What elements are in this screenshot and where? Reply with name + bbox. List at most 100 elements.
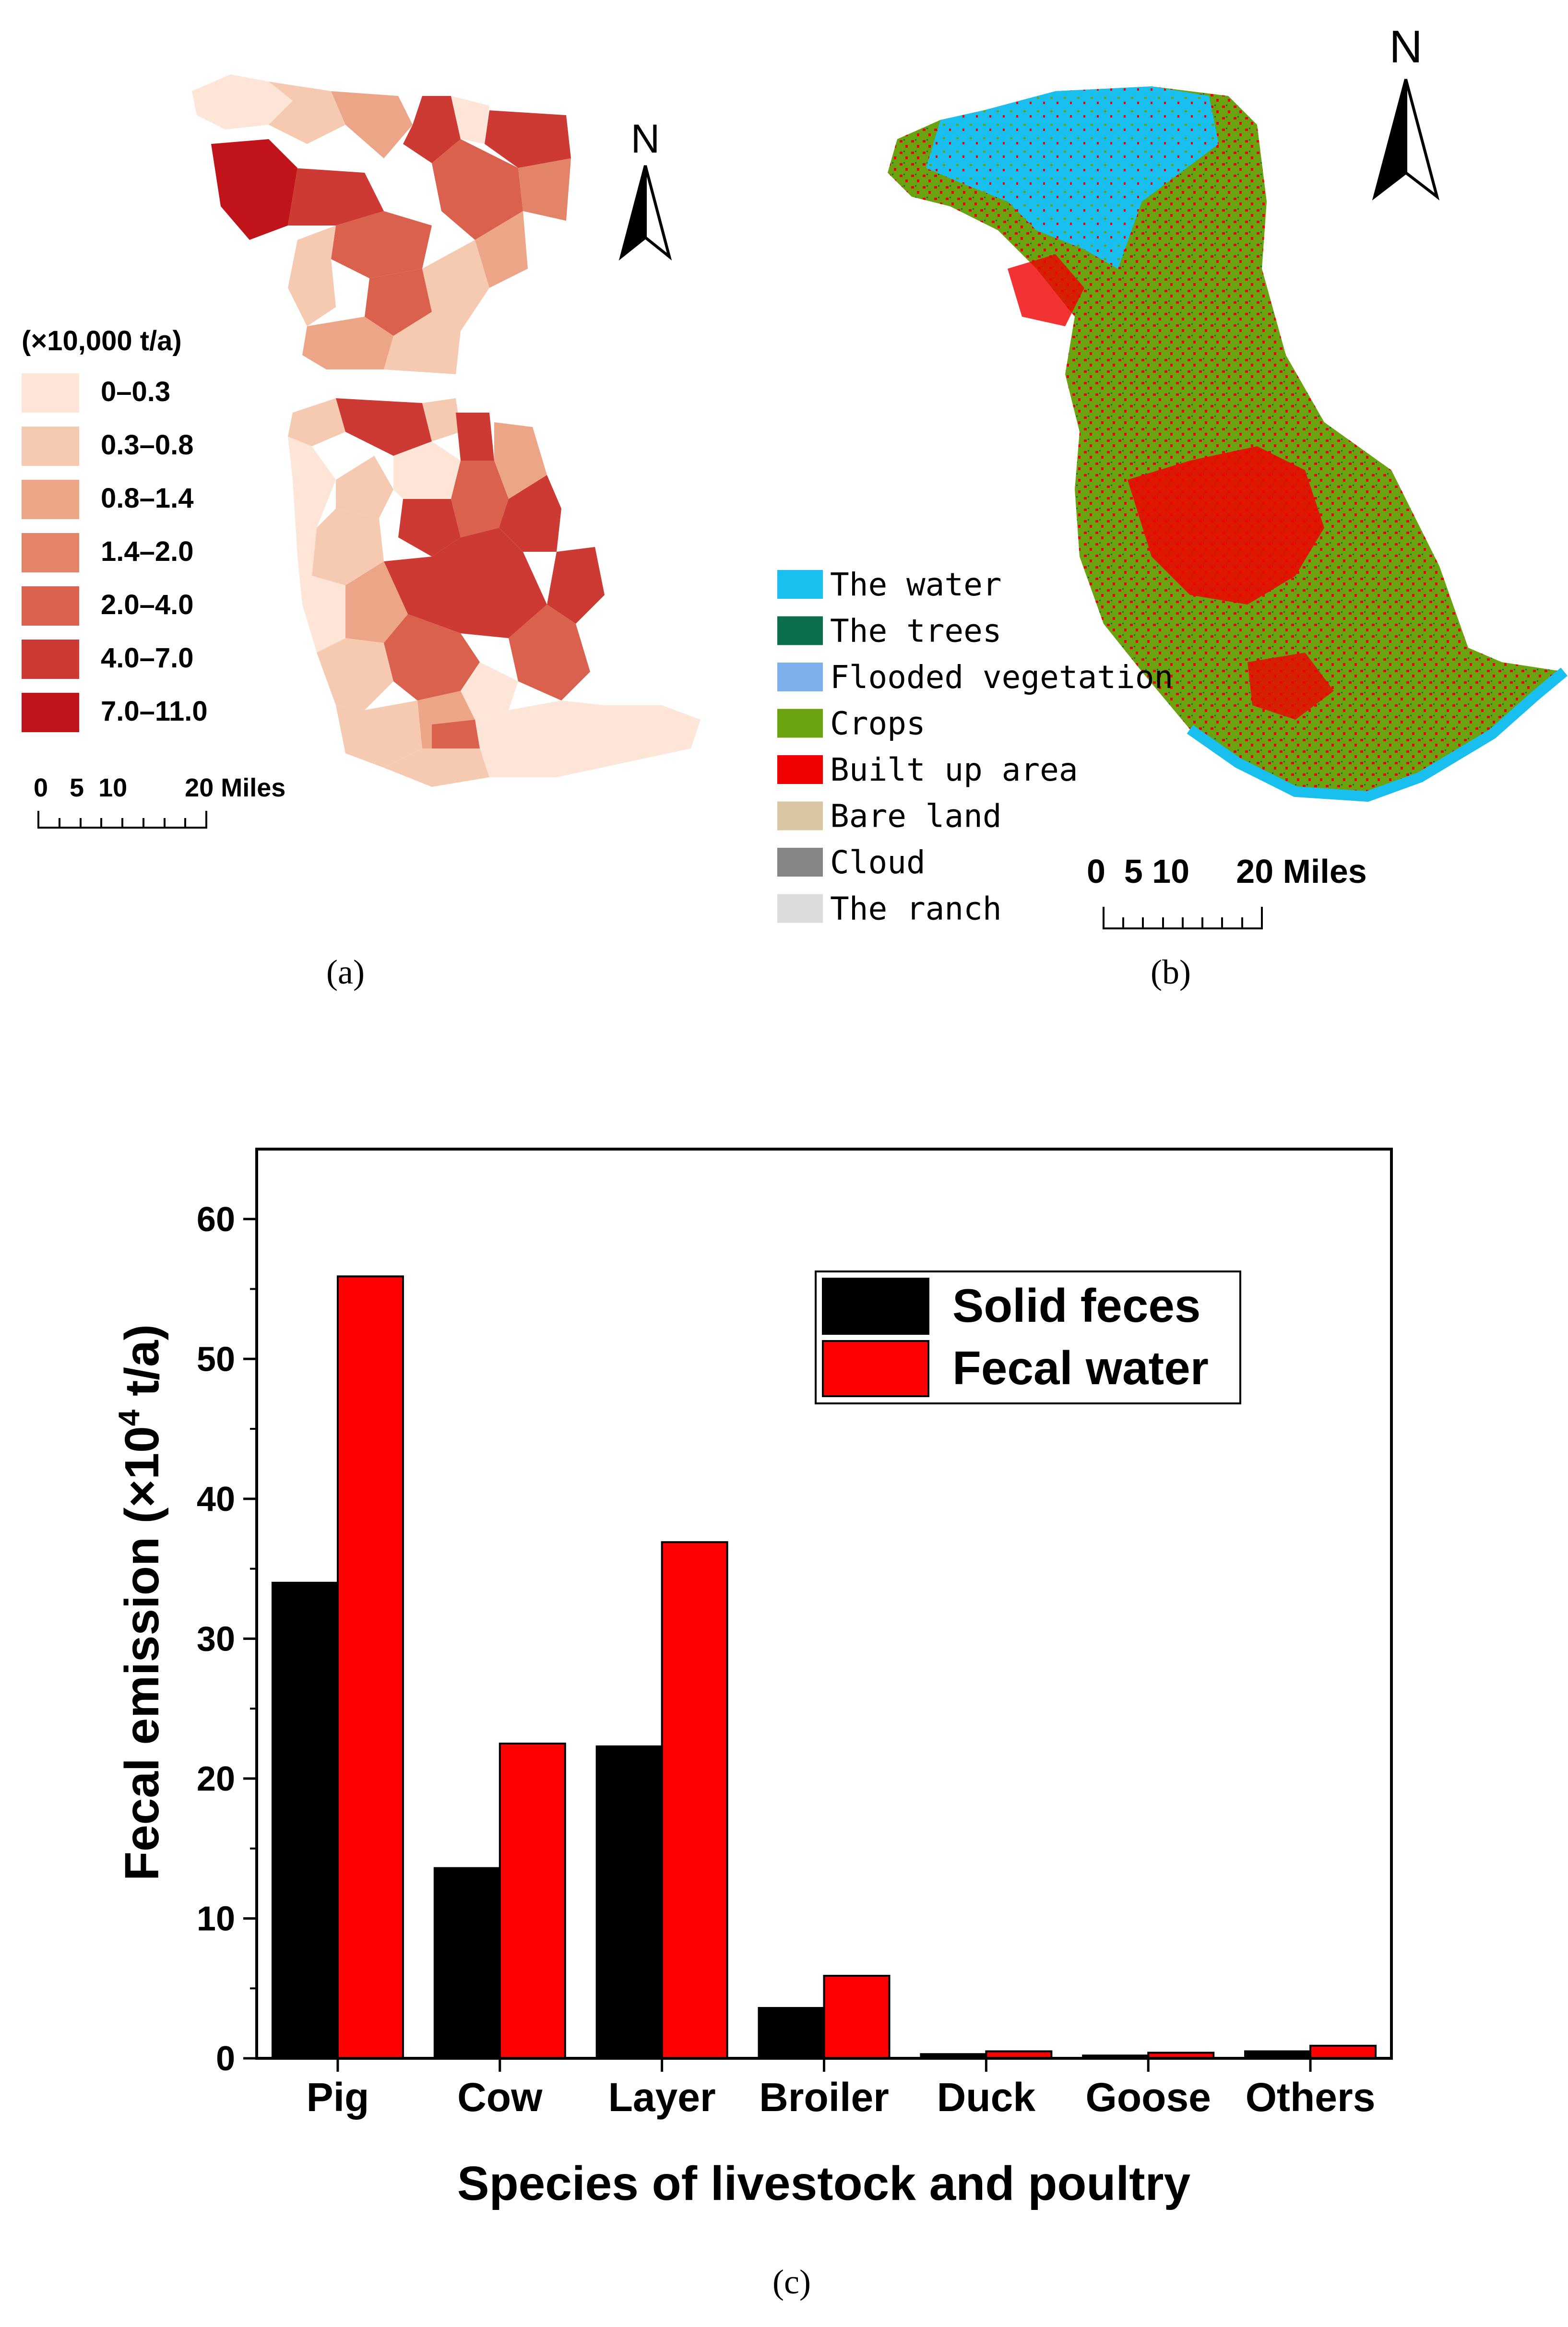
legend-a-swatch-6 <box>22 693 79 732</box>
map-a-region-center-6 <box>384 312 461 374</box>
map-a-region-c-3 <box>451 461 509 537</box>
bar-solid-feces-layer <box>595 1745 663 2059</box>
bar-fecal-water-pig <box>336 1275 404 2059</box>
legend-a-swatch-2 <box>22 480 79 519</box>
legend-a-title: (×10,000 t/a) <box>22 325 182 356</box>
legend-b-swatch-crops <box>777 709 823 738</box>
x-axis-title: Species of livestock and poultry <box>457 2157 1191 2210</box>
map-a-region-s-4 <box>345 561 408 643</box>
map-a-region-north-1 <box>269 82 345 144</box>
map-a-region-w-2 <box>336 456 393 518</box>
map-a-region-s-3 <box>297 528 345 653</box>
map-a-region-s-8 <box>461 662 518 720</box>
y-axis-title-sup: 4 <box>113 1409 146 1426</box>
map-a-region-mid-5 <box>494 422 547 499</box>
legend-a-swatch-0 <box>22 373 79 413</box>
map-a-region-mid-2 <box>336 398 432 456</box>
map-a-region-e-2 <box>547 547 605 624</box>
y-axis: 0 10 20 30 40 50 60 <box>197 1200 257 2078</box>
map-b-built-south <box>1128 446 1324 605</box>
scale-bar-b: 0 5 10 20 Miles <box>1087 853 1367 929</box>
map-a-region-ne-3 <box>518 158 571 221</box>
bar-solid-feces-cow <box>433 1867 501 2060</box>
map-a-region-north-2 <box>288 168 384 226</box>
y-tick-label-40: 40 <box>197 1480 235 1519</box>
map-a-regions <box>192 74 701 787</box>
legend-a-swatch-1 <box>22 427 79 466</box>
x-tick-label-goose: Goose <box>1086 2075 1211 2120</box>
map-a-region-center-5 <box>302 317 393 369</box>
north-label-b: N <box>1389 21 1422 72</box>
legend-a-label-4: 2.0–4.0 <box>101 589 194 620</box>
map-a-region-center-3 <box>365 269 432 336</box>
scale-label-a: 0 5 10 20 Miles <box>34 773 285 802</box>
legend-b-label-the-ranch: The ranch <box>830 890 1002 927</box>
x-tick-label-others: Others <box>1246 2075 1376 2120</box>
map-a-region-e-1 <box>499 475 561 552</box>
map-a-region-north-3 <box>331 91 413 158</box>
legend-a-swatch-4 <box>22 586 79 626</box>
map-b-built-center <box>1008 254 1084 326</box>
scale-label-b: 0 5 10 20 Miles <box>1087 853 1367 890</box>
legend-b-swatch-flooded-vegetation <box>777 663 823 691</box>
map-a-region-nw-cream <box>192 74 293 130</box>
chart-c: 0 10 20 30 40 50 60 Pig Cow Layer Broiler Duck Goos… <box>113 1148 1393 2210</box>
map-a-region-nw-dark <box>211 139 297 240</box>
bar-fecal-water-cow <box>499 1743 566 2060</box>
bar-fecal-water-layer <box>661 1541 728 2060</box>
map-a-region-mid-4 <box>456 413 494 461</box>
legend-b-label-the-water: The water <box>830 566 1002 603</box>
legend-swatch-fecal-water <box>822 1340 929 1397</box>
legend-b-swatch-cloud <box>777 848 823 877</box>
bar-solid-feces-broiler <box>758 2007 825 2060</box>
x-tick-label-layer: Layer <box>608 2075 716 2120</box>
bar-fecal-water-others <box>1309 2044 1377 2060</box>
scale-bar-a: 0 5 10 20 Miles <box>34 773 285 829</box>
legend-b-swatch-bare-land <box>777 801 823 831</box>
map-a-region-ne-2 <box>432 139 523 240</box>
y-axis-title-end: t/a) <box>115 1324 169 1410</box>
chart-bars <box>271 1275 1377 2060</box>
map-a-region-c-2 <box>398 499 461 557</box>
x-tick-label-cow: Cow <box>457 2075 543 2120</box>
north-arrow-b: N <box>1372 21 1440 201</box>
map-a-region-s-6 <box>317 638 393 710</box>
x-tick-label-broiler: Broiler <box>759 2075 889 2120</box>
legend-a-label-1: 0.3–0.8 <box>101 429 194 461</box>
legend-label-solid-feces: Solid feces <box>952 1279 1200 1332</box>
map-a-region-center-1 <box>331 211 432 278</box>
map-a-region-center-4 <box>422 240 489 331</box>
map-a-region-se-2 <box>384 748 489 787</box>
north-label-a: N <box>631 116 660 161</box>
legend-b-swatch-the-ranch <box>777 894 823 923</box>
y-axis-title-main: Fecal emission (×10 <box>115 1426 169 1881</box>
panel-a: N (×10,000 t/a) 0–0.3 0.3–0.8 0.8–1.4 1.4–2… <box>22 74 701 991</box>
caption-b: (b) <box>1151 953 1191 991</box>
x-tick-label-duck: Duck <box>937 2075 1036 2120</box>
map-a-region-mid-3 <box>422 398 461 441</box>
y-tick-label-20: 20 <box>197 1760 235 1798</box>
x-axis: Pig Cow Layer Broiler Duck Goose Others <box>307 2058 1376 2120</box>
legend-a-label-2: 0.8–1.4 <box>101 483 194 514</box>
legend-a-label-0: 0–0.3 <box>101 376 170 407</box>
bar-fecal-water-broiler <box>823 1974 891 2059</box>
y-tick-label-50: 50 <box>197 1340 235 1378</box>
legend-b-label-bare-land: Bare land <box>830 798 1002 835</box>
map-b-water-north <box>926 86 1219 269</box>
legend-swatch-solid-feces <box>822 1278 929 1335</box>
legend-a-label-3: 1.4–2.0 <box>101 536 194 567</box>
map-a-region-s-5 <box>509 605 590 700</box>
map-a-region-center-2 <box>288 226 336 326</box>
legend-b: The water The trees Flooded vegetation Crop… <box>777 566 1173 927</box>
map-a-region-sw-1 <box>336 700 422 768</box>
legend-a-label-6: 7.0–11.0 <box>101 696 208 727</box>
map-a-region-s-2 <box>384 528 547 638</box>
y-tick-label-30: 30 <box>197 1620 235 1658</box>
legend-b-label-crops: Crops <box>830 705 926 742</box>
map-a-region-center-7 <box>475 211 528 288</box>
map-b-built-se <box>1247 653 1334 720</box>
legend-b-label-built-up-area: Built up area <box>830 751 1078 788</box>
y-tick-label-0: 0 <box>216 2040 235 2078</box>
map-a-region-w-1 <box>288 437 336 557</box>
caption-a: (a) <box>326 953 365 991</box>
